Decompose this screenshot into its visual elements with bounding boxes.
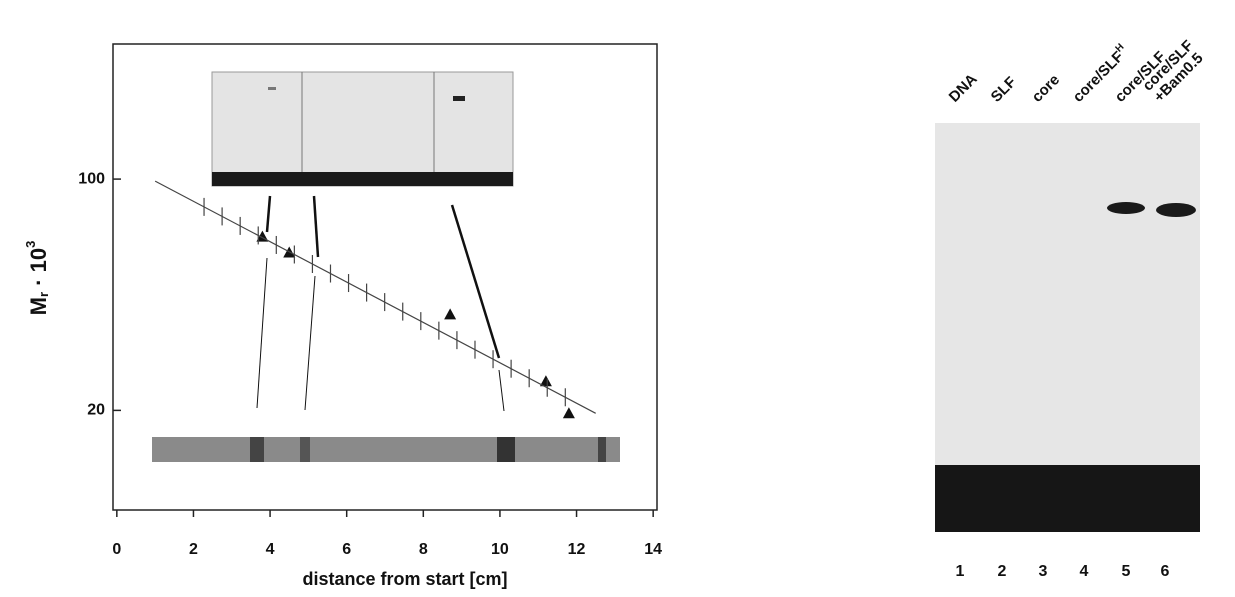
marker-point xyxy=(562,407,575,419)
y-label-main: M xyxy=(26,297,51,315)
x-tick-label: 12 xyxy=(568,541,586,558)
x-tick-label: 14 xyxy=(644,541,662,558)
y-label-sub: r xyxy=(36,292,51,297)
lane-number: 5 xyxy=(1122,563,1131,580)
x-tick-label: 8 xyxy=(419,541,428,558)
lane-label: core xyxy=(1029,71,1063,105)
gel-dna-band xyxy=(935,465,1200,532)
marker-point xyxy=(539,375,552,387)
lane-label-text: core xyxy=(1029,71,1063,105)
lane-label-text: DNA xyxy=(946,71,981,106)
y-label-sup: 3 xyxy=(23,241,38,248)
plot-frame xyxy=(112,43,658,511)
marker-point xyxy=(444,308,457,320)
arrows xyxy=(256,195,505,412)
x-tick-label: 10 xyxy=(491,541,509,558)
gel-inset-top xyxy=(211,71,514,187)
lane-label-text: SLF xyxy=(988,74,1020,106)
x-tick-label: 6 xyxy=(342,541,351,558)
y-tick-label: 20 xyxy=(87,402,105,419)
lane-label: SLF xyxy=(988,74,1020,106)
y-tick-label: 100 xyxy=(78,170,105,187)
x-axis-label: distance from start [cm] xyxy=(302,569,507,589)
fit-line xyxy=(154,180,596,414)
lane-label: DNA xyxy=(946,71,981,106)
lane-number: 2 xyxy=(998,563,1007,580)
lane-number: 6 xyxy=(1161,563,1170,580)
y-label-mid: · 10 xyxy=(26,248,51,292)
gel-right xyxy=(935,123,1200,532)
gel-strip-bottom xyxy=(152,437,620,462)
lane-number: 3 xyxy=(1039,563,1048,580)
x-tick-label: 2 xyxy=(189,541,198,558)
lane-number: 1 xyxy=(956,563,965,580)
y-axis-label: Mr · 103 xyxy=(23,241,51,316)
gel-band xyxy=(1107,202,1145,214)
x-tick-label: 4 xyxy=(266,541,275,558)
x-tick-label: 0 xyxy=(112,541,121,558)
gel-band xyxy=(1156,203,1196,217)
lane-number: 4 xyxy=(1080,563,1089,580)
